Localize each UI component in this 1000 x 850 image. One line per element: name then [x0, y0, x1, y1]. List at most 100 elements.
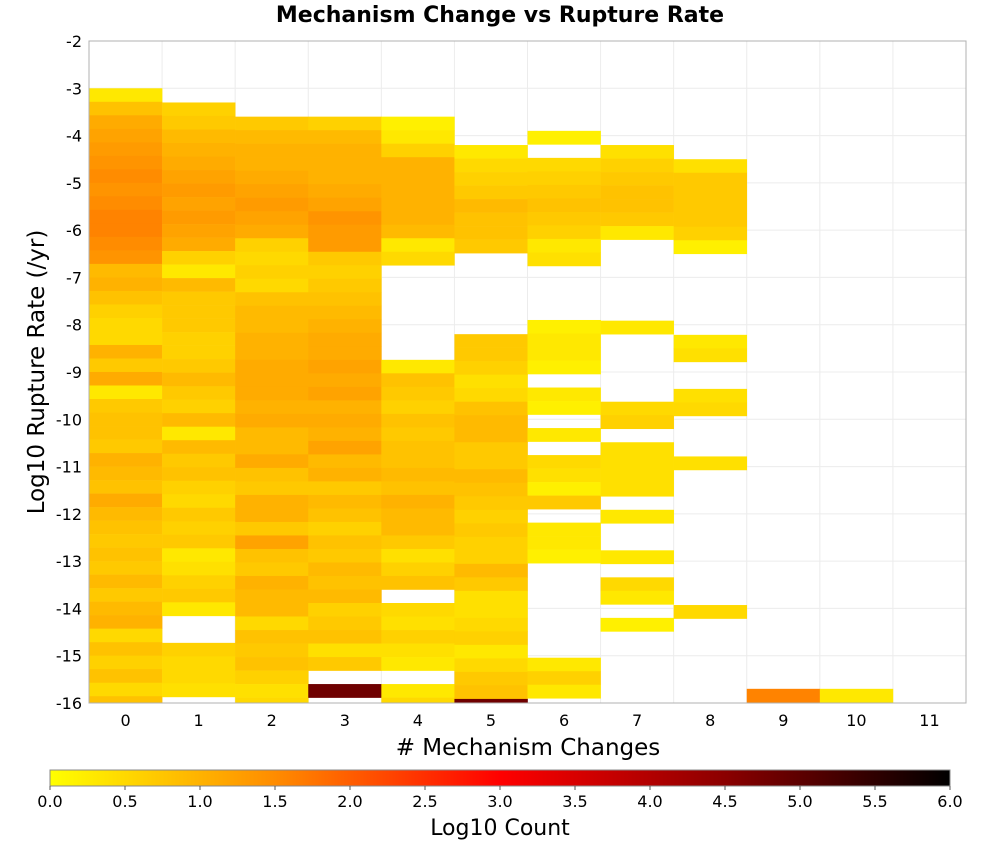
heatmap-cell: [381, 130, 455, 144]
heatmap-cell: [600, 550, 674, 565]
heatmap-cell: [235, 224, 309, 239]
heatmap-cell: [600, 455, 674, 470]
heatmap-cell: [454, 334, 528, 348]
heatmap-cell: [162, 386, 236, 400]
colorbar-tick-label: 3.0: [487, 792, 512, 811]
heatmap-cell: [454, 698, 528, 704]
heatmap-cell: [308, 197, 382, 212]
heatmap-cell: [454, 239, 528, 254]
heatmap-cell: [600, 590, 674, 605]
colorbar-tick-label: 1.5: [262, 792, 287, 811]
heatmap-cell: [746, 688, 821, 703]
heatmap-cell: [527, 536, 601, 550]
heatmap-cell: [454, 523, 528, 538]
heatmap-cell: [162, 345, 236, 360]
heatmap-cell: [162, 237, 236, 252]
heatmap-cell: [381, 116, 455, 131]
heatmap-cell: [381, 494, 455, 509]
heatmap-cell: [89, 182, 163, 197]
colorbar-tick-label: 4.5: [712, 792, 737, 811]
heatmap-cell: [600, 509, 674, 524]
heatmap-cell: [235, 346, 309, 361]
heatmap-cell: [235, 481, 309, 496]
heatmap-cell: [600, 185, 674, 200]
heatmap-cell: [819, 688, 894, 703]
heatmap-cell: [454, 388, 528, 403]
heatmap-cell: [381, 697, 455, 704]
heatmap-cell: [600, 226, 674, 240]
heatmap-cell: [454, 617, 528, 632]
heatmap-cell: [454, 455, 528, 470]
heatmap-cell: [381, 224, 455, 239]
x-tick-label: 8: [705, 711, 715, 730]
heatmap-cell: [89, 669, 163, 684]
colorbar-tick-label: 3.5: [562, 792, 587, 811]
heatmap-cell: [89, 615, 163, 629]
y-tick-label: -6: [66, 221, 82, 240]
heatmap-cell: [162, 467, 236, 482]
heatmap-cells: [89, 88, 894, 704]
heatmap-cell: [235, 684, 309, 698]
heatmap-cell: [89, 142, 163, 157]
y-tick-label: -8: [66, 316, 82, 335]
heatmap-cell: [673, 388, 748, 403]
heatmap-cell: [162, 129, 236, 144]
heatmap-cell: [454, 658, 528, 673]
heatmap-cell: [454, 428, 528, 443]
heatmap-cell: [454, 199, 528, 213]
heatmap-cell: [89, 277, 163, 292]
heatmap-cell: [235, 616, 309, 631]
heatmap-cell: [673, 402, 748, 417]
heatmap-cell: [162, 548, 236, 563]
heatmap-cell: [454, 374, 528, 389]
heatmap-cell: [308, 494, 382, 509]
heatmap-cell: [381, 251, 455, 266]
heatmap-cell: [162, 197, 236, 211]
heatmap-cell: [89, 155, 163, 170]
heatmap-cell: [527, 184, 601, 199]
heatmap-cell: [381, 359, 455, 374]
heatmap-cell: [89, 601, 163, 616]
heatmap-cell: [162, 399, 236, 414]
heatmap-cell: [162, 507, 236, 522]
heatmap-cell: [162, 683, 236, 698]
heatmap-cell: [235, 643, 309, 658]
x-tick-label: 9: [778, 711, 788, 730]
heatmap-cell: [381, 170, 455, 185]
heatmap-cell: [308, 305, 382, 320]
heatmap-cell: [381, 616, 455, 631]
heatmap-cell: [673, 348, 748, 363]
heatmap-cell: [600, 145, 674, 159]
colorbar-tick-label: 2.0: [337, 792, 362, 811]
heatmap-cell: [162, 264, 236, 279]
y-axis-ticks: -2 -3 -4 -5 -6 -7 -8 -9 -10 -11 -12 -13 -14 -15 -16: [56, 32, 82, 713]
heatmap-cell: [235, 278, 309, 293]
heatmap-cell: [454, 212, 528, 227]
heatmap-cell: [89, 290, 163, 305]
x-tick-label: 11: [919, 711, 939, 730]
heatmap-cell: [381, 603, 455, 617]
heatmap-cell: [89, 101, 163, 116]
heatmap-cell: [600, 401, 674, 416]
heatmap-cell: [381, 454, 455, 469]
heatmap-cell: [381, 427, 455, 442]
heatmap-cell: [235, 657, 309, 671]
heatmap-cell: [235, 589, 309, 604]
heatmap-cell: [89, 223, 163, 238]
heatmap-cell: [162, 372, 236, 387]
heatmap-cell: [308, 130, 382, 144]
x-tick-label: 7: [632, 711, 642, 730]
heatmap-cell: [162, 102, 236, 117]
heatmap-cell: [527, 333, 601, 348]
y-tick-label: -9: [66, 363, 82, 382]
heatmap-cell: [235, 238, 309, 253]
colorbar-tick-label: 5.0: [787, 792, 812, 811]
heatmap-cell: [308, 373, 382, 388]
heatmap-cell: [308, 657, 382, 671]
heatmap-cell: [162, 183, 236, 198]
heatmap-cell: [162, 413, 236, 428]
heatmap-cell: [308, 413, 382, 428]
heatmap-cell: [162, 210, 236, 225]
heatmap-cell: [381, 575, 455, 590]
heatmap-cell: [527, 319, 601, 334]
